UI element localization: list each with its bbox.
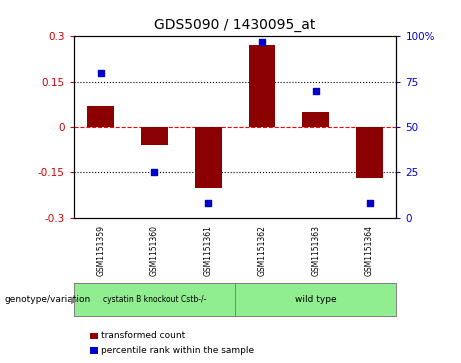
Title: GDS5090 / 1430095_at: GDS5090 / 1430095_at xyxy=(154,19,316,33)
Text: percentile rank within the sample: percentile rank within the sample xyxy=(101,346,254,355)
Point xyxy=(366,200,373,206)
Text: GSM1151359: GSM1151359 xyxy=(96,225,105,276)
Bar xyxy=(141,127,168,145)
Text: genotype/variation: genotype/variation xyxy=(5,295,91,304)
Text: cystatin B knockout Cstb-/-: cystatin B knockout Cstb-/- xyxy=(103,295,206,304)
Text: GSM1151361: GSM1151361 xyxy=(204,225,213,276)
Text: GSM1151364: GSM1151364 xyxy=(365,225,374,276)
Text: transformed count: transformed count xyxy=(101,331,186,340)
Text: wild type: wild type xyxy=(295,295,337,304)
Text: ▶: ▶ xyxy=(71,294,79,305)
Text: GSM1151362: GSM1151362 xyxy=(258,225,266,276)
Point xyxy=(97,70,104,76)
Point xyxy=(205,200,212,206)
Point xyxy=(312,88,319,94)
Bar xyxy=(87,106,114,127)
Text: GSM1151360: GSM1151360 xyxy=(150,225,159,276)
Point xyxy=(258,39,266,45)
Point xyxy=(151,170,158,175)
Bar xyxy=(356,127,383,179)
Bar xyxy=(248,45,275,127)
Bar xyxy=(195,127,222,188)
Text: GSM1151363: GSM1151363 xyxy=(311,225,320,276)
Bar xyxy=(302,112,329,127)
